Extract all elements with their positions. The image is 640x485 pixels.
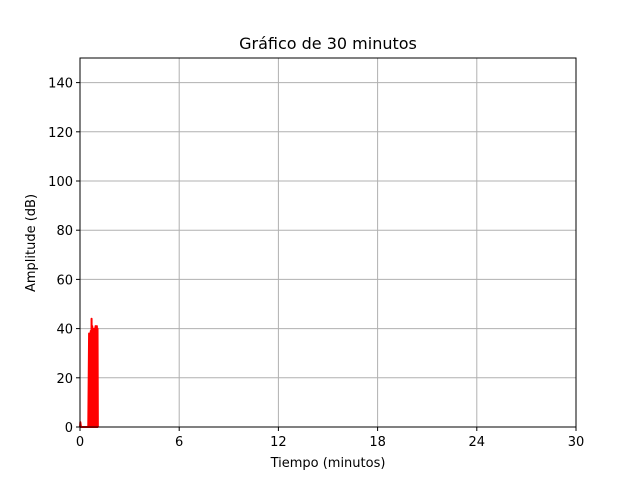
x-tick-label: 18 [369, 435, 386, 450]
x-tick-label: 6 [175, 435, 183, 450]
y-tick-label: 60 [56, 273, 73, 288]
y-tick-label: 100 [48, 175, 73, 190]
y-tick-label: 40 [56, 323, 73, 338]
y-tick-label: 80 [56, 224, 73, 239]
x-tick-label: 0 [76, 435, 84, 450]
y-tick-label: 140 [48, 77, 73, 92]
y-tick-label: 20 [56, 372, 73, 387]
y-tick-label: 0 [65, 421, 73, 436]
x-axis-label: Tiempo (minutos) [270, 456, 386, 471]
x-tick-label: 30 [568, 435, 585, 450]
plot-frame [79, 57, 577, 428]
y-tick-label: 120 [48, 126, 73, 141]
series-line [79, 317, 99, 428]
y-axis-label: Amplitude (dB) [24, 194, 39, 292]
grid [79, 58, 577, 428]
x-tick-label: 12 [270, 435, 287, 450]
ticks: 0 6 12 18 24 30 0 20 40 60 80 100 120 140 [48, 77, 584, 450]
series-layer [79, 317, 99, 428]
chart-title: Gráfico de 30 minutos [239, 34, 417, 53]
x-tick-label: 24 [469, 435, 486, 450]
